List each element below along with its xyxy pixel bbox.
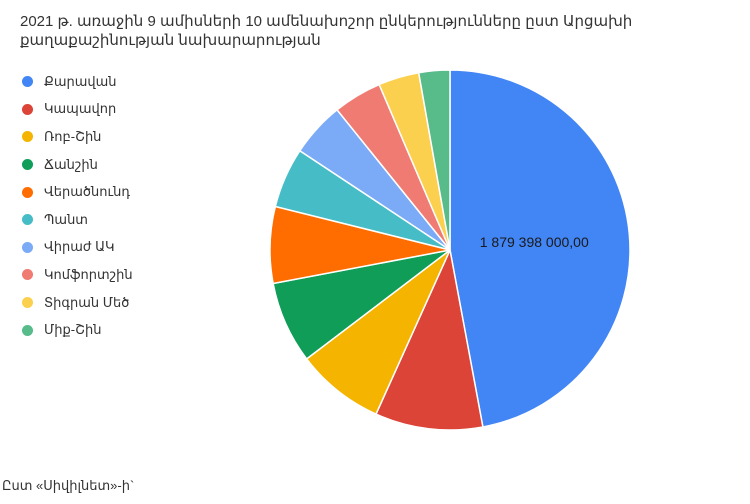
legend-swatch (22, 76, 33, 88)
legend-label: Ճանշին (44, 156, 98, 172)
legend-label: Միք-Շին (44, 322, 102, 338)
legend-label: Տիգրան Մեծ (44, 294, 130, 310)
legend-label: Պանտ (44, 211, 88, 227)
pie-slice (417, 69, 451, 251)
legend-swatch (22, 269, 33, 281)
legend-swatch (22, 324, 33, 336)
source-caption: Ըստ «Սիվիլնետ»-ի` (2, 478, 135, 493)
legend-label: Վիրաժ ԱԿ (44, 239, 115, 255)
legend-label: Կոմֆորտշին (44, 266, 133, 282)
chart-legend: Քարավան Կապավոր Ռոբ-Շին Ճանշին Վերածնունդ Պան… (22, 68, 133, 344)
legend-label: Կապավոր (44, 101, 117, 117)
legend-label: Ռոբ-Շին (44, 128, 102, 144)
legend-swatch (22, 103, 33, 115)
legend-item: Կապավոր (22, 96, 133, 124)
legend-swatch (22, 186, 33, 198)
pie-chart: 1 879 398 000,00 (269, 69, 631, 431)
legend-swatch (22, 214, 33, 226)
legend-item: Ռոբ-Շին (22, 123, 133, 151)
slice-data-label: 1 879 398 000,00 (480, 234, 589, 250)
legend-swatch (22, 297, 33, 309)
legend-label: Վերածնունդ (44, 184, 131, 200)
legend-item: Կոմֆորտշին (22, 261, 133, 289)
legend-swatch (22, 159, 33, 171)
legend-item: Պանտ (22, 206, 133, 234)
legend-label: Քարավան (44, 73, 117, 89)
chart-container: 2021 թ. առաջին 9 ամիսների 10 ամենախոշոր … (20, 13, 633, 431)
legend-item: Տիգրան Մեծ (22, 289, 133, 317)
legend-item: Քարավան (22, 68, 133, 96)
legend-item: Վերածնունդ (22, 178, 133, 206)
legend-swatch (22, 241, 33, 253)
legend-item: Միք-Շին (22, 316, 133, 344)
legend-swatch (22, 131, 33, 143)
legend-item: Վիրաժ ԱԿ (22, 234, 133, 262)
pie-slice (375, 247, 484, 431)
chart-title: 2021 թ. առաջին 9 ամիսների 10 ամենախոշոր … (20, 13, 633, 49)
legend-item: Ճանշին (22, 151, 133, 179)
pie-slice (305, 249, 451, 416)
pie-slice (449, 69, 631, 428)
